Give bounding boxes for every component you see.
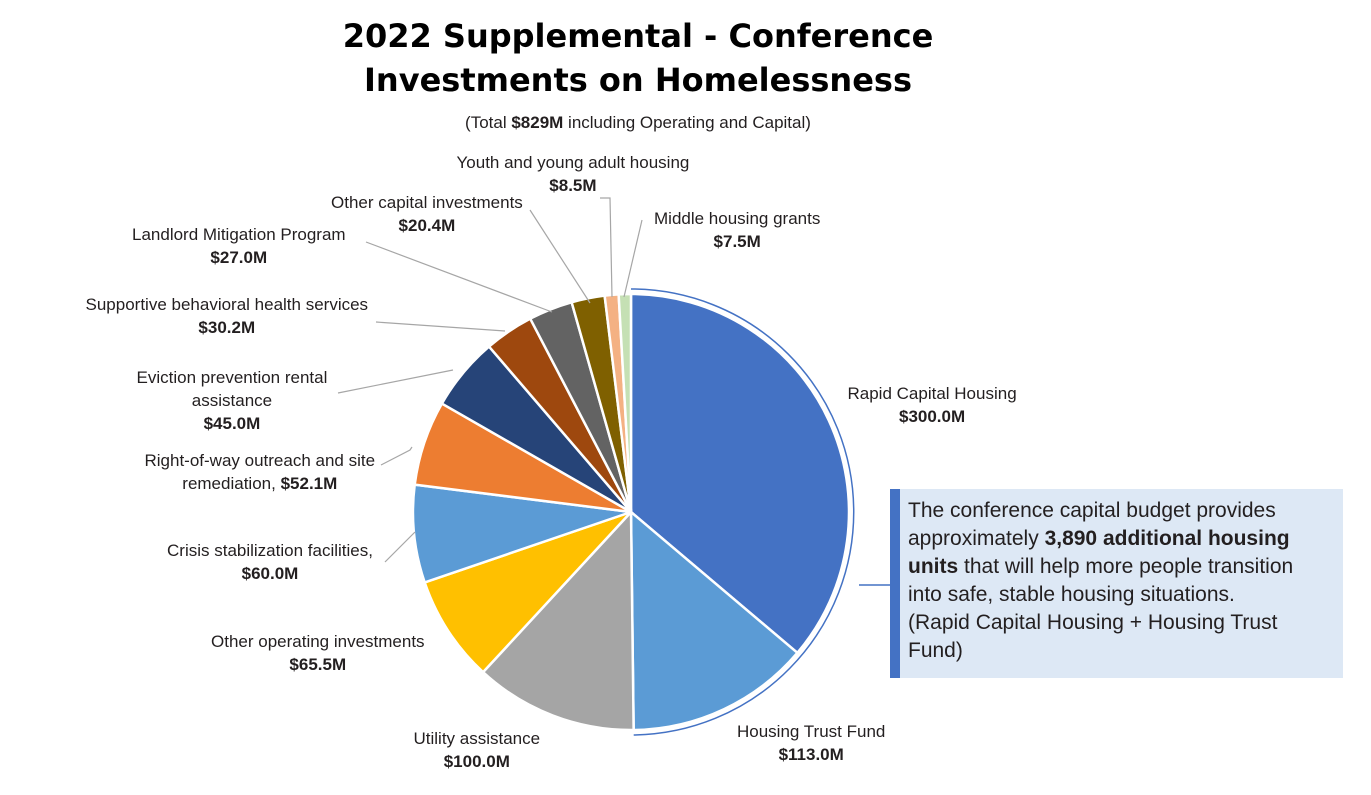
pie-slice (411, 483, 632, 584)
slice-label: Youth and young adult housing $8.5M (457, 151, 690, 197)
callout-line: units that will help more people transit… (908, 553, 1333, 581)
leader-line (365, 241, 553, 313)
chart-title-line: Investments on Homelessness (364, 61, 912, 99)
callout-text: that will help more people transition (958, 555, 1294, 578)
slice-label: Housing Trust Fund $113.0M (737, 720, 885, 766)
slice-label: Landlord Mitigation Program $27.0M (132, 223, 346, 269)
slice-label-text: Other capital investments (331, 193, 523, 212)
slice-label-text: Right-of-way outreach and site (144, 451, 376, 470)
pie-slice (629, 292, 851, 655)
chart-title-line: 2022 Supplemental - Conference (342, 17, 934, 55)
callout-text: The conference capital budget provides (908, 499, 1276, 522)
slice-label-text: Landlord Mitigation Program (132, 225, 346, 244)
pie-slice (629, 509, 800, 732)
slice-label-text: remediation, (182, 474, 276, 493)
slice-value: $300.0M (898, 407, 966, 426)
callout-line: (Rapid Capital Housing + Housing Trust (908, 609, 1333, 637)
leader-line (337, 369, 454, 394)
chart-subtitle: (Total $829M including Operating and Cap… (330, 113, 946, 133)
slice-label: Right-of-way outreach and site remediatio… (145, 449, 376, 495)
leader-line (529, 209, 591, 304)
callout-highlight: units (908, 555, 959, 578)
subtitle-total: $829M (511, 113, 564, 132)
slice-label-text: Eviction prevention rental (136, 368, 328, 387)
slice-value: $8.5M (549, 176, 597, 195)
slice-label: Other capital investments $20.4M (331, 191, 523, 237)
slice-label: Rapid Capital Housing $300.0M (848, 382, 1017, 428)
callout-text: into safe, stable housing situations. (908, 583, 1235, 606)
slice-label-text: Middle housing grants (654, 209, 821, 228)
slice-label: Other operating investments $65.5M (211, 630, 425, 676)
slice-value: $52.1M (280, 474, 338, 493)
callout-highlight: 3,890 additional housing (1044, 527, 1290, 550)
slice-value: $100.0M (443, 752, 510, 771)
callout-line: into safe, stable housing situations. (908, 581, 1333, 609)
subtitle-suffix: including Operating and Capital) (563, 113, 811, 132)
pie-slice (481, 508, 635, 732)
slice-value: $30.2M (198, 318, 256, 337)
slice-label: Eviction prevention rental assistance $45.… (137, 366, 328, 435)
callout-text: Fund) (908, 639, 963, 662)
leader-line (384, 531, 416, 563)
slice-label: Utility assistance $100.0M (414, 727, 541, 773)
leader-line (623, 219, 643, 298)
callout-line: The conference capital budget provides (908, 497, 1333, 525)
callout-line: Fund) (908, 637, 1333, 665)
slice-label-text: Other operating investments (211, 632, 425, 651)
slice-value: $60.0M (241, 564, 299, 583)
slice-label: Middle housing grants $7.5M (654, 207, 820, 253)
slice-label-text: Youth and young adult housing (456, 153, 690, 172)
slice-label-text: Rapid Capital Housing (847, 384, 1017, 403)
leader-line (375, 321, 506, 332)
callout-text: (Rapid Capital Housing + Housing Trust (908, 611, 1278, 634)
slice-value: $45.0M (203, 414, 261, 433)
pie-slice (423, 510, 632, 674)
leader-line (600, 197, 613, 298)
callout-box: The conference capital budget provides ap… (890, 489, 1343, 678)
slice-label-text: Utility assistance (413, 729, 541, 748)
subtitle-prefix: (Total (465, 113, 512, 132)
slice-label-text: Supportive behavioral health services (85, 295, 369, 314)
slice-label-text: Crisis stabilization facilities, (167, 541, 373, 560)
slice-value: $65.5M (289, 655, 347, 674)
capital-bracket-arc (630, 288, 855, 736)
slice-value: $113.0M (778, 745, 844, 764)
leader-line (380, 446, 413, 466)
slice-label: Supportive behavioral health services $30… (86, 293, 369, 339)
chart-title: 2022 Supplemental - Conference Investment… (300, 14, 976, 102)
slice-value: $7.5M (713, 232, 761, 251)
callout-text: approximately (908, 527, 1045, 550)
callout-line: approximately 3,890 additional housing (908, 525, 1333, 553)
slice-value: $27.0M (210, 248, 268, 267)
slice-label-text: assistance (191, 391, 273, 410)
slice-label-text: Housing Trust Fund (737, 722, 886, 741)
slice-value: $20.4M (398, 216, 456, 235)
slice-label: Crisis stabilization facilities, $60.0M (167, 539, 373, 585)
